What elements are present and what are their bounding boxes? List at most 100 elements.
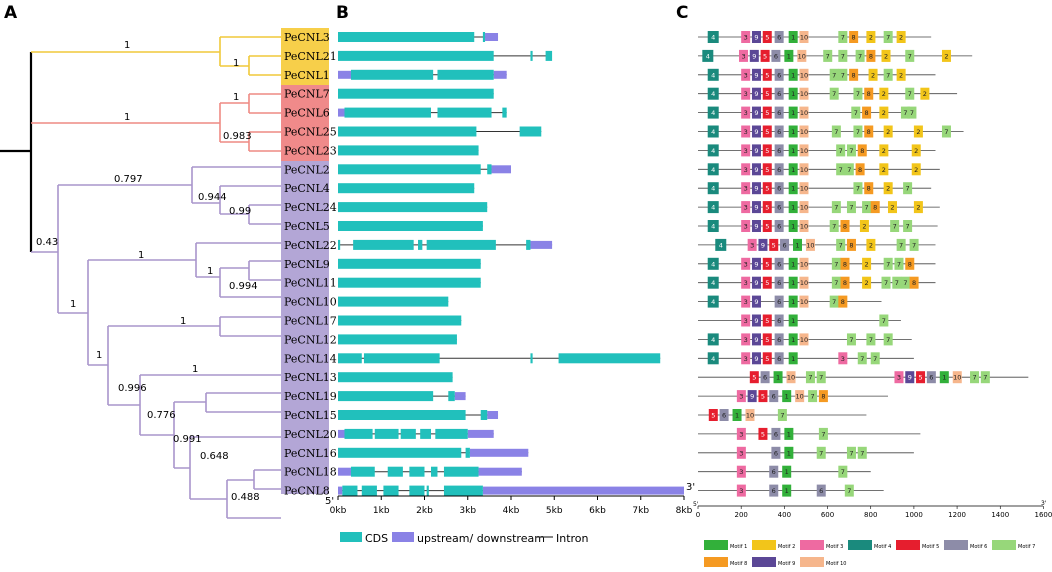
motif-7-box: [900, 276, 910, 289]
cds-block: [338, 50, 494, 61]
motif-7-box: [853, 182, 863, 195]
motif-2-box: [879, 144, 889, 157]
motif-number: 2: [871, 71, 875, 79]
motif-number: 10: [806, 241, 814, 249]
gene-label: PeCNL24: [284, 201, 337, 214]
motif-number: 7: [780, 412, 784, 420]
motif-4-box: [707, 295, 719, 308]
motif-number: 1: [791, 355, 795, 363]
motif-6-box: [760, 371, 770, 384]
motif-number: 7: [910, 109, 914, 117]
utr-block: [487, 411, 499, 419]
motif-number: 6: [777, 71, 781, 79]
motif-10-box: [805, 238, 815, 251]
motif-number: 1: [791, 109, 795, 117]
motif-number: 4: [711, 260, 715, 268]
motif-number: 7: [849, 449, 853, 457]
motif-legend-label: Motif 9: [778, 561, 795, 567]
cds-block: [338, 126, 477, 137]
motif-legend-swatch: [752, 557, 776, 567]
gene-label: PeCNL15: [284, 409, 337, 422]
cds-block: [502, 107, 507, 118]
motif-legend-label: Motif 3: [826, 544, 843, 550]
motif-6-box: [774, 201, 784, 214]
motif-number: 10: [800, 128, 808, 136]
motif-6-box: [774, 295, 784, 308]
motif-number: 10: [800, 336, 808, 344]
motif-number: 2: [914, 166, 918, 174]
cds-block: [344, 428, 373, 439]
motif-number: 9: [754, 279, 758, 287]
motif-8-box: [818, 390, 828, 403]
motif-number: 7: [839, 147, 843, 155]
motif-number: 8: [869, 52, 873, 60]
motif-number: 7: [944, 128, 948, 136]
motif-number: 6: [929, 374, 933, 382]
motif-1-box: [788, 295, 798, 308]
bootstrap-values: 1 1 1 1 0.983 0.797 0.944 0.99 0.43 1 1 …: [36, 40, 260, 503]
motif-number: 9: [754, 166, 758, 174]
utr-block: [493, 70, 507, 79]
motif-number: 4: [711, 355, 715, 363]
motif-4-box: [707, 333, 719, 346]
motif-number: 2: [869, 34, 873, 42]
cds-block: [545, 50, 553, 61]
motif-7-box: [941, 125, 951, 138]
gene-label: PeCNL19: [284, 390, 337, 403]
motif-2-box: [913, 125, 923, 138]
motif-8-box: [857, 144, 867, 157]
cds-block: [338, 202, 488, 213]
gene-label: PeCNL12: [284, 333, 337, 346]
motif-9-box: [751, 106, 761, 119]
bootstrap-value: 1: [124, 112, 130, 123]
motif-number: 1: [787, 430, 791, 438]
cds-block: [363, 353, 440, 364]
motif-7-box: [883, 333, 893, 346]
gene-label: PeCNL14: [284, 352, 337, 365]
motif-number: 6: [772, 393, 776, 401]
motif-number: 5: [765, 34, 769, 42]
motif-3-box: [838, 352, 848, 365]
motif-8-box: [905, 257, 915, 270]
motif-number: 8: [852, 34, 856, 42]
gene-label: PeCNL5: [284, 220, 330, 233]
motif-6-box: [926, 371, 936, 384]
motif-number: 7: [886, 71, 890, 79]
motif-number: 8: [865, 109, 869, 117]
motif-number: 6: [777, 204, 781, 212]
motif-number: 10: [798, 52, 806, 60]
motif-number: 3: [744, 223, 748, 231]
motif-number: 6: [777, 90, 781, 98]
motif-4-box: [707, 276, 719, 289]
motif-2-box: [883, 125, 893, 138]
motif-number: 4: [711, 336, 715, 344]
clade-box-yellow: [281, 28, 329, 85]
motif-7-box: [831, 257, 841, 270]
motif-7-box: [838, 49, 848, 62]
motif-number: 6: [777, 298, 781, 306]
motif-7-box: [903, 220, 913, 232]
bootstrap-value: 1: [124, 40, 130, 51]
motif-2-box: [896, 68, 906, 81]
motif-number: 8: [867, 90, 871, 98]
motif-number: 8: [843, 279, 847, 287]
motif-1-box: [788, 144, 798, 157]
legend-intron-label: Intron: [556, 532, 589, 545]
motif-axis-ticks: 0 200 400 600 800 1000 1200 1400 1600: [696, 506, 1052, 519]
motif-6-box: [774, 163, 784, 176]
motif-number: 2: [882, 109, 886, 117]
motif-number: 7: [886, 34, 890, 42]
motif-6-box: [769, 390, 779, 403]
motif-number: 7: [821, 430, 825, 438]
motif-number: 6: [774, 449, 778, 457]
motif-7-box: [777, 409, 787, 421]
motif-2-box: [896, 31, 906, 43]
motif-number: 10: [800, 34, 808, 42]
clade-box-red: [281, 85, 329, 161]
motif-number: 8: [860, 147, 864, 155]
motif-number: 6: [782, 241, 786, 249]
motif-number: 2: [899, 34, 903, 42]
motif-9-box: [751, 352, 761, 365]
motif-2-box: [911, 163, 921, 176]
